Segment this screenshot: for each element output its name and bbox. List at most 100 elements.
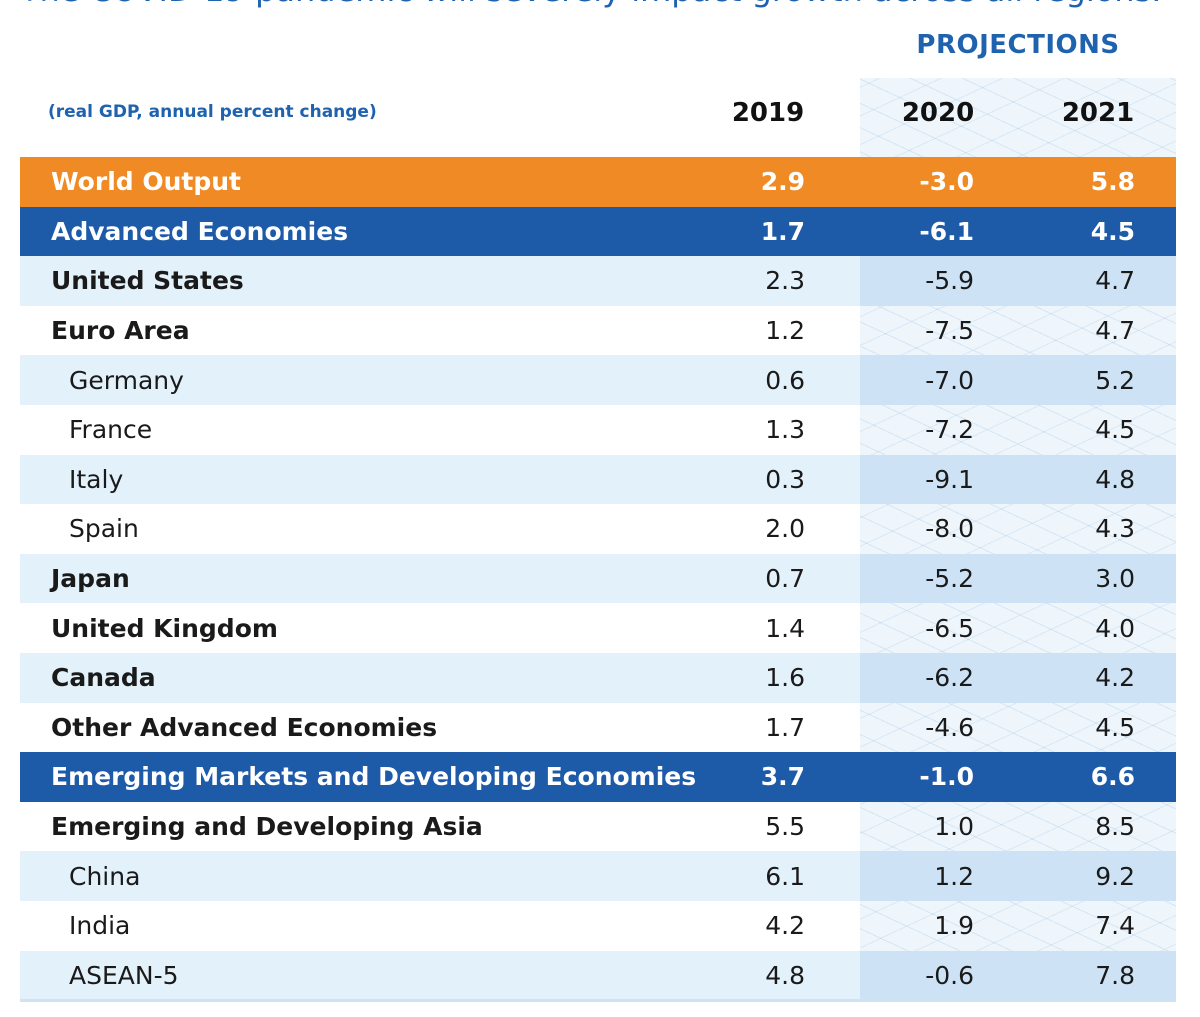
projection-cell-bg	[860, 256, 1176, 306]
row-label: China	[69, 861, 141, 891]
value-2020: 1.0	[934, 812, 974, 842]
projection-cell-bg	[860, 553, 1176, 604]
value-2021: 8.5	[1095, 812, 1135, 842]
projection-cell-bg	[860, 454, 1176, 505]
row-label: Advanced Economies	[51, 216, 349, 246]
value-2019: 5.5	[765, 812, 805, 842]
value-2020: -6.2	[925, 663, 974, 693]
value-2020: -1.0	[919, 762, 974, 792]
value-2021: 4.7	[1095, 266, 1135, 296]
value-2021: 4.8	[1095, 464, 1135, 494]
value-2020: -8.0	[925, 514, 974, 544]
value-2020: -5.9	[925, 266, 974, 296]
projection-cell-bg	[860, 950, 1176, 1001]
value-2020: -6.5	[925, 613, 974, 643]
projections-label: PROJECTIONS	[916, 30, 1120, 60]
value-2019: 1.7	[760, 216, 805, 246]
row-label: France	[69, 415, 153, 445]
value-2021: 4.5	[1095, 415, 1135, 445]
value-2019: 2.9	[760, 167, 805, 197]
row-label: India	[69, 911, 131, 941]
value-2020: -0.6	[925, 960, 974, 990]
value-2019: 3.7	[760, 762, 805, 792]
row-label: Other Advanced Economies	[51, 712, 438, 742]
value-2021: 7.4	[1095, 911, 1135, 941]
row-label: Japan	[51, 564, 130, 594]
table-row: Germany 0.6 -7.0 5.2	[20, 355, 1176, 405]
table-row: Japan 0.7 -5.2 3.0	[20, 553, 1176, 604]
row-label: Italy	[69, 464, 124, 494]
value-2020: -7.2	[925, 415, 974, 445]
value-2021: 6.6	[1090, 762, 1135, 792]
value-2019: 0.6	[765, 365, 805, 395]
value-2021: 5.2	[1095, 365, 1135, 395]
table-row: World Output 2.9 -3.0 5.8	[20, 157, 1176, 207]
row-label: Canada	[51, 663, 156, 693]
value-2021: 7.8	[1095, 960, 1135, 990]
table-row: Other Advanced Economies 1.7 -4.6 4.5	[20, 703, 1176, 753]
value-2019: 1.7	[765, 712, 805, 742]
unit-label: (real GDP, annual percent change)	[48, 102, 377, 122]
row-label: ASEAN-5	[69, 960, 179, 990]
table-row: Emerging Markets and Developing Economie…	[20, 752, 1176, 802]
value-2020: -5.2	[925, 564, 974, 594]
projection-cell-bg	[860, 355, 1176, 405]
projection-cell-bg	[860, 652, 1176, 703]
table-row: United Kingdom 1.4 -6.5 4.0	[20, 603, 1176, 653]
table-row: France 1.3 -7.2 4.5	[20, 405, 1176, 455]
table-row: Canada 1.6 -6.2 4.2	[20, 652, 1176, 703]
row-label: Germany	[69, 365, 184, 395]
value-2020: -7.0	[925, 365, 974, 395]
projection-cell-bg	[860, 851, 1176, 901]
value-2019: 2.0	[765, 514, 805, 544]
value-2020: -4.6	[925, 712, 974, 742]
value-2021: 4.0	[1095, 613, 1135, 643]
value-2021: 4.3	[1095, 514, 1135, 544]
value-2019: 4.2	[765, 911, 805, 941]
value-2021: 4.5	[1095, 712, 1135, 742]
value-2020: -9.1	[925, 464, 974, 494]
row-label: World Output	[51, 167, 242, 197]
row-label: United Kingdom	[51, 613, 278, 643]
chart-title: The COVID-19 pandemic will severely impa…	[20, 0, 1161, 14]
value-2019: 4.8	[765, 960, 805, 990]
table-row: Euro Area 1.2 -7.5 4.7	[20, 306, 1176, 356]
value-2020: -6.1	[919, 216, 974, 246]
table-row: India 4.2 1.9 7.4	[20, 901, 1176, 951]
table-row: United States 2.3 -5.9 4.7	[20, 256, 1176, 306]
value-2020: -7.5	[925, 316, 974, 346]
row-label: Euro Area	[51, 316, 190, 346]
gdp-table: World Output 2.9 -3.0 5.8 Advanced Economies…	[20, 157, 1176, 1001]
value-2019: 0.7	[765, 564, 805, 594]
row-label: Spain	[69, 514, 139, 544]
value-2019: 1.6	[765, 663, 805, 693]
table-row: Emerging and Developing Asia 5.5 1.0 8.5	[20, 802, 1176, 852]
value-2019: 2.3	[765, 266, 805, 296]
row-label: Emerging and Developing Asia	[51, 812, 483, 842]
table-row: ASEAN-5 4.8 -0.6 7.8	[20, 950, 1176, 1001]
value-2020: -3.0	[919, 167, 974, 197]
row-label: Emerging Markets and Developing Economie…	[51, 762, 697, 792]
table-row: Advanced Economies 1.7 -6.1 4.5	[20, 206, 1176, 257]
value-2021: 5.8	[1090, 167, 1135, 197]
value-2021: 4.5	[1090, 216, 1135, 246]
value-2019: 6.1	[765, 861, 805, 891]
value-2021: 3.0	[1095, 564, 1135, 594]
value-2019: 1.4	[765, 613, 805, 643]
value-2020: 1.2	[934, 861, 974, 891]
column-header-2021: 2021	[1061, 98, 1135, 128]
value-2021: 4.7	[1095, 316, 1135, 346]
value-2021: 4.2	[1095, 663, 1135, 693]
table-bottom-rule	[20, 999, 1176, 1002]
value-2019: 1.3	[765, 415, 805, 445]
column-header-2020: 2020	[901, 98, 975, 128]
value-2019: 0.3	[765, 464, 805, 494]
value-2019: 1.2	[765, 316, 805, 346]
table-row: Spain 2.0 -8.0 4.3	[20, 504, 1176, 554]
value-2020: 1.9	[934, 911, 974, 941]
table-row: Italy 0.3 -9.1 4.8	[20, 454, 1176, 505]
row-label: United States	[51, 266, 244, 296]
column-header-2019: 2019	[731, 98, 805, 128]
value-2021: 9.2	[1095, 861, 1135, 891]
table-row: China 6.1 1.2 9.2	[20, 851, 1176, 901]
